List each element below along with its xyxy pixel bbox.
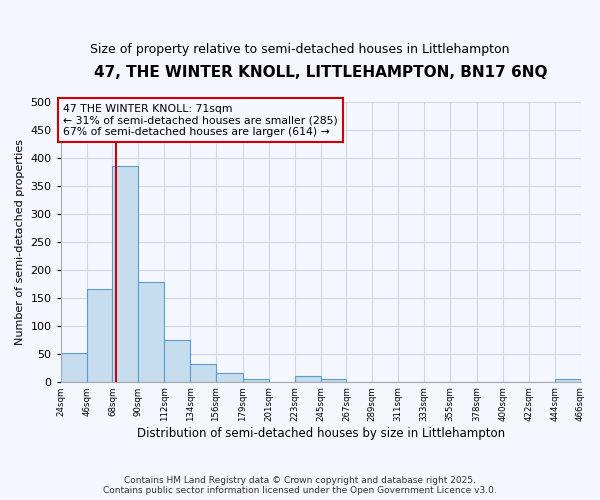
Bar (243, 379, 269, 382)
Bar (112, 166, 139, 382)
Y-axis label: Number of semi-detached properties: Number of semi-detached properties (15, 139, 25, 345)
Text: Contains HM Land Registry data © Crown copyright and database right 2025.
Contai: Contains HM Land Registry data © Crown c… (103, 476, 497, 495)
Bar (61, 352, 86, 382)
Text: 47 THE WINTER KNOLL: 71sqm
← 31% of semi-detached houses are smaller (285)
67% o: 47 THE WINTER KNOLL: 71sqm ← 31% of semi… (63, 104, 338, 137)
Bar (164, 340, 190, 382)
Bar (554, 379, 581, 382)
Bar (190, 364, 216, 382)
Bar (320, 379, 346, 382)
X-axis label: Distribution of semi-detached houses by size in Littlehampton: Distribution of semi-detached houses by … (137, 427, 505, 440)
Bar (295, 376, 320, 382)
Bar (139, 282, 164, 382)
Bar (86, 290, 112, 382)
Text: Size of property relative to semi-detached houses in Littlehampton: Size of property relative to semi-detach… (90, 42, 510, 56)
Bar (216, 374, 243, 382)
Title: 47, THE WINTER KNOLL, LITTLEHAMPTON, BN17 6NQ: 47, THE WINTER KNOLL, LITTLEHAMPTON, BN1… (94, 65, 547, 80)
